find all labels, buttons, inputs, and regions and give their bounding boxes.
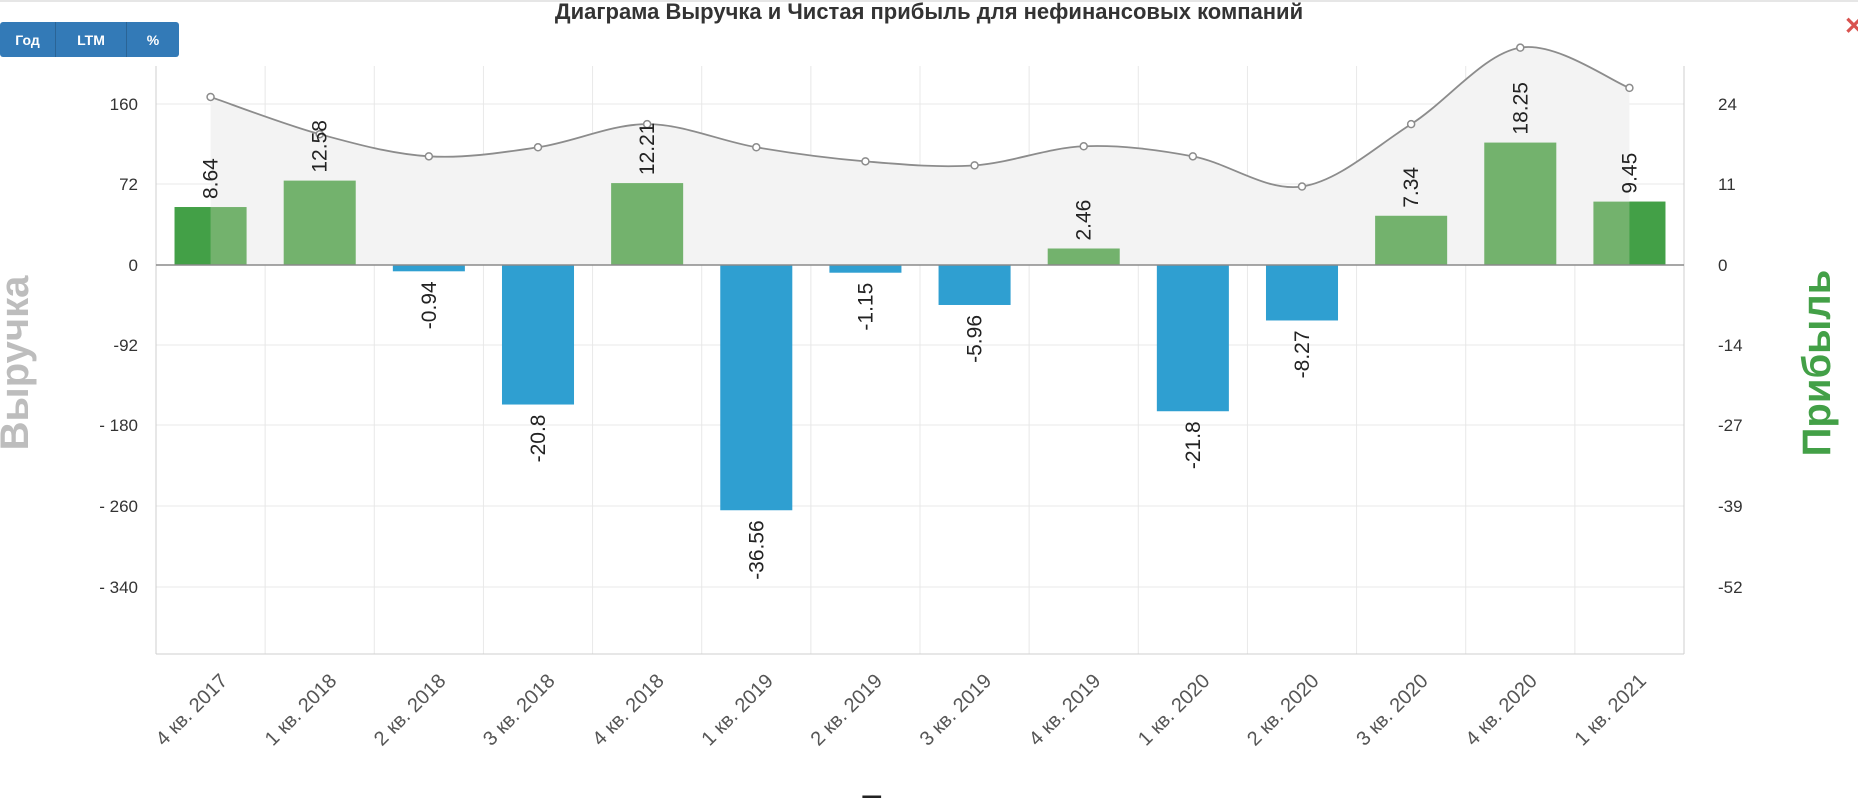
period-button-group: Год LTM % bbox=[0, 22, 179, 57]
x-tick-label: 3 кв. 2020 bbox=[1352, 670, 1432, 750]
close-icon[interactable]: ✕ bbox=[1843, 13, 1858, 40]
y-axis-title-left: Выручка bbox=[0, 275, 37, 450]
x-tick-label: 1 кв. 2020 bbox=[1134, 670, 1214, 750]
revenue-area bbox=[210, 47, 1630, 266]
revenue-point bbox=[861, 157, 870, 166]
data-label: 12.58 bbox=[309, 120, 332, 173]
year-button[interactable]: Год bbox=[0, 22, 56, 57]
x-tick-label: 1 кв. 2019 bbox=[697, 670, 777, 750]
revenue-point bbox=[424, 152, 434, 161]
revenue-point bbox=[1188, 152, 1198, 161]
ltm-button[interactable]: LTM bbox=[56, 22, 127, 57]
y-tick-left: -92 bbox=[113, 336, 138, 355]
revenue-point bbox=[1516, 43, 1525, 52]
profit-bar bbox=[501, 265, 575, 405]
data-label: -21.8 bbox=[1182, 421, 1205, 469]
data-label: 7.34 bbox=[1400, 167, 1423, 208]
profit-bar bbox=[829, 265, 902, 273]
chart-title: Диаграма Выручка и Чистая прибыль для не… bbox=[554, 0, 1304, 24]
revenue-point bbox=[752, 143, 761, 152]
profit-bar bbox=[1265, 265, 1339, 321]
profit-bar bbox=[1484, 142, 1557, 265]
x-tick-label: 2 кв. 2019 bbox=[807, 670, 887, 750]
y-tick-right: -27 bbox=[1718, 416, 1743, 435]
data-label: -36.56 bbox=[745, 520, 768, 580]
x-tick-label: 4 кв. 2018 bbox=[588, 670, 668, 750]
data-label: 12.21 bbox=[636, 123, 659, 176]
x-tick-label: 3 кв. 2019 bbox=[916, 670, 996, 750]
y-tick-left: 72 bbox=[119, 175, 138, 194]
revenue-point bbox=[642, 119, 652, 129]
x-tick-label: 2 кв. 2020 bbox=[1243, 670, 1323, 750]
revenue-point bbox=[1297, 182, 1307, 191]
y-tick-left: - 340 bbox=[99, 578, 138, 597]
profit-bar bbox=[392, 265, 465, 272]
profit-bar bbox=[938, 265, 1011, 305]
profit-bar bbox=[720, 265, 793, 511]
y-tick-right: 24 bbox=[1718, 95, 1737, 114]
revenue-point bbox=[970, 161, 979, 170]
y-axis-title-right: Прибыль bbox=[1795, 270, 1839, 457]
data-label: -5.96 bbox=[964, 315, 987, 363]
data-label: -0.94 bbox=[418, 281, 441, 329]
data-label: -1.15 bbox=[854, 283, 877, 331]
x-tick-label: 4 кв. 2019 bbox=[1025, 670, 1105, 750]
profit-bar bbox=[1047, 248, 1120, 265]
profit-bar-highlight bbox=[174, 207, 211, 265]
y-tick-right: -14 bbox=[1718, 336, 1743, 355]
x-tick-label: 1 кв. 2021 bbox=[1571, 670, 1651, 750]
percent-button[interactable]: % bbox=[127, 22, 179, 57]
x-axis-title: Период bbox=[860, 789, 979, 798]
profit-bar bbox=[1156, 265, 1229, 412]
x-tick-label: 1 кв. 2018 bbox=[261, 670, 341, 750]
x-tick-label: 4 кв. 2020 bbox=[1461, 670, 1541, 750]
profit-bar bbox=[283, 180, 356, 265]
y-tick-right: -39 bbox=[1718, 497, 1743, 516]
y-tick-left: - 180 bbox=[99, 416, 138, 435]
data-label: 18.25 bbox=[1509, 82, 1532, 135]
revenue-point bbox=[315, 129, 324, 139]
top-divider bbox=[0, 0, 1858, 2]
y-tick-left: 0 bbox=[129, 256, 138, 275]
x-tick-label: 4 кв. 2017 bbox=[152, 670, 232, 750]
y-tick-right: -52 bbox=[1718, 578, 1743, 597]
y-tick-right: 0 bbox=[1718, 256, 1727, 275]
data-label: 9.45 bbox=[1618, 153, 1641, 194]
revenue-point bbox=[1625, 83, 1634, 93]
profit-bar bbox=[1375, 215, 1448, 265]
profit-bar bbox=[611, 183, 684, 265]
data-label: -8.27 bbox=[1291, 330, 1314, 378]
profit-bar-highlight bbox=[1629, 201, 1666, 265]
revenue-point bbox=[206, 92, 215, 102]
data-label: -20.8 bbox=[527, 415, 550, 463]
revenue-point bbox=[1406, 119, 1416, 129]
x-tick-label: 3 кв. 2018 bbox=[479, 670, 559, 750]
revenue-point bbox=[533, 143, 543, 152]
y-tick-left: 160 bbox=[110, 95, 138, 114]
data-label: 8.64 bbox=[200, 158, 223, 199]
y-tick-right: 11 bbox=[1718, 175, 1736, 194]
x-tick-label: 2 кв. 2018 bbox=[370, 670, 450, 750]
y-tick-left: - 260 bbox=[99, 497, 138, 516]
data-label: 2.46 bbox=[1073, 200, 1096, 241]
revenue-point bbox=[1079, 142, 1088, 151]
